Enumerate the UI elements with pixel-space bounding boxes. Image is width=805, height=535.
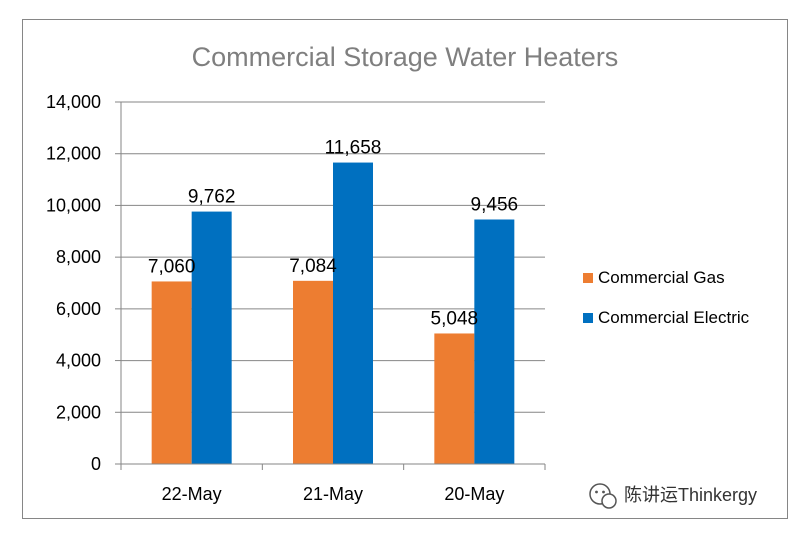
x-axis <box>120 102 546 470</box>
bar <box>191 211 232 464</box>
watermark-text: 陈讲运Thinkergy <box>624 485 757 505</box>
data-label: 7,060 <box>148 256 196 277</box>
legend-label: Commercial Electric <box>598 308 750 327</box>
bars <box>151 162 515 464</box>
y-tick-label: 14,000 <box>46 92 101 112</box>
y-tick-label: 6,000 <box>56 299 101 319</box>
bar <box>293 280 333 464</box>
data-label: 11,658 <box>325 138 382 159</box>
bar <box>333 162 373 464</box>
x-tick-label: 20-May <box>444 484 504 504</box>
y-tick-label: 2,000 <box>56 402 101 422</box>
y-tick-label: 12,000 <box>46 144 101 164</box>
legend: Commercial Gas Commercial Electric <box>583 268 750 327</box>
watermark: 陈讲运Thinkergy <box>589 483 757 509</box>
y-tick-label: 4,000 <box>56 351 101 371</box>
x-tick-label: 22-May <box>162 484 222 504</box>
legend-swatch <box>583 313 593 323</box>
legend-label: Commercial Gas <box>598 268 725 287</box>
data-label: 9,456 <box>471 194 519 215</box>
bar <box>474 219 515 464</box>
y-axis-ticks: 0 2,000 4,000 6,000 8,000 10,000 12,000 14,000 <box>46 92 101 474</box>
data-label: 5,048 <box>431 308 479 329</box>
data-label: 7,084 <box>289 256 337 277</box>
data-labels: 7,060 9,762 7,084 11,658 5,048 9,456 <box>148 138 518 330</box>
wechat-icon <box>589 483 617 509</box>
y-tick-label: 8,000 <box>56 247 101 267</box>
chart-title: Commercial Storage Water Heaters <box>192 42 619 72</box>
x-tick-label: 21-May <box>303 484 363 504</box>
bar <box>151 281 192 464</box>
y-tick-label: 10,000 <box>46 195 101 215</box>
x-axis-ticks: 22-May 21-May 20-May <box>162 484 505 504</box>
legend-swatch <box>583 273 593 283</box>
data-label: 9,762 <box>188 187 236 208</box>
y-tick-label: 0 <box>91 454 101 474</box>
bar <box>434 333 475 464</box>
